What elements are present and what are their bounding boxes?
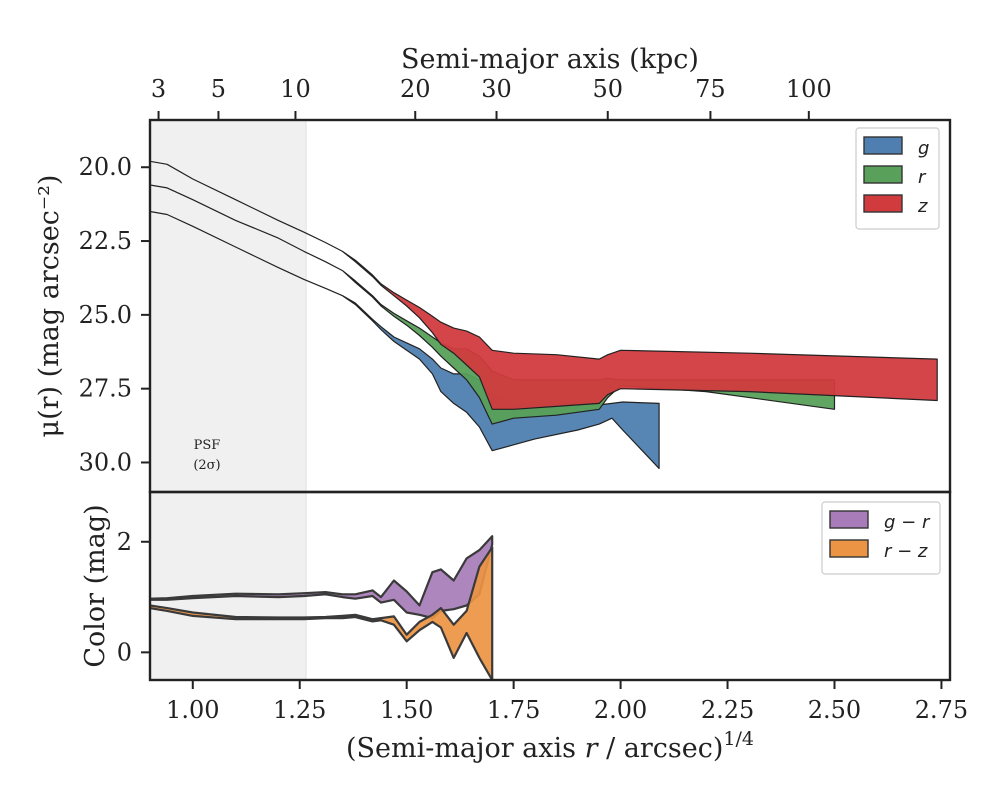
kpc-tick-label: 30 — [481, 75, 512, 103]
bottom-axes-frame — [148, 490, 952, 682]
kpc-tick-label: 3 — [151, 75, 166, 103]
surface-brightness-panel: PSF(2σ)20.022.525.027.530.03 5 10 20 30 50 75 1… — [79, 75, 952, 680]
x-label-var: r — [585, 733, 600, 764]
top-y-axis-label: μ(r) (mag arcsec⁻²) — [34, 175, 65, 438]
kpc-tick-label: 100 — [786, 75, 832, 103]
legend-label: g — [918, 138, 929, 159]
legend-swatch — [863, 165, 903, 184]
x-tick-label: 2.25 — [701, 696, 754, 724]
x-tick-label: 2.00 — [594, 696, 647, 724]
x-tick-label: 1.50 — [380, 696, 433, 724]
y-tick-label: 22.5 — [79, 227, 132, 255]
x-tick-label: 2.50 — [808, 696, 861, 724]
color-y-tick-label: 0 — [117, 638, 132, 666]
legend-swatch — [829, 510, 869, 529]
x-tick-label: 1.25 — [273, 696, 326, 724]
legend-label: r − z — [884, 541, 928, 562]
top-x-axis-label: Semi-major axis (kpc) — [401, 44, 699, 75]
legend-label: g − r — [884, 512, 931, 533]
kpc-tick-label: 5 — [211, 75, 226, 103]
color-y-tick-label: 2 — [117, 528, 132, 556]
y-tick-label: 20.0 — [79, 153, 132, 181]
bottom-y-axis-label: Color (mag) — [80, 504, 111, 667]
psf-shaded-region — [150, 120, 307, 680]
color-panel: 0 2 1.00 1.25 1.50 1.75 2.00 2.25 2.50 2.75 g − r r… — [117, 490, 968, 724]
x-tick-label: 1.75 — [487, 696, 540, 724]
kpc-tick-label: 10 — [280, 75, 311, 103]
kpc-tick-label: 20 — [400, 75, 431, 103]
color-bands — [150, 535, 494, 680]
y-tick-label: 30.0 — [79, 448, 132, 476]
color-legend: g − r r − z — [821, 501, 941, 575]
x-tick-label: 2.75 — [915, 696, 968, 724]
kpc-tick-label: 50 — [592, 75, 623, 103]
bottom-x-axis-label: (Semi-major axis r / arcsec)1/4 — [346, 728, 754, 764]
profile-bands — [150, 160, 938, 469]
psf-label: PSF — [194, 438, 221, 453]
profile-legend: grz — [855, 127, 940, 230]
kpc-tick-label: 75 — [695, 75, 726, 103]
x-label-tail: / arcsec) — [598, 733, 724, 764]
band-g-minus-r — [150, 535, 494, 620]
legend-swatch — [829, 539, 869, 558]
legend-swatch — [863, 136, 903, 155]
legend-label: r — [918, 167, 927, 188]
legend-swatch — [863, 194, 903, 213]
x-label-main: (Semi-major axis — [346, 733, 585, 764]
y-tick-label: 27.5 — [79, 375, 132, 403]
legend-label: z — [917, 196, 928, 217]
band-r-minus-z — [150, 546, 494, 680]
x-label-exponent: 1/4 — [723, 728, 754, 750]
y-tick-label: 25.0 — [79, 301, 132, 329]
band-z — [150, 160, 938, 410]
x-tick-label: 1.00 — [166, 696, 219, 724]
psf-label: (2σ) — [193, 458, 220, 473]
